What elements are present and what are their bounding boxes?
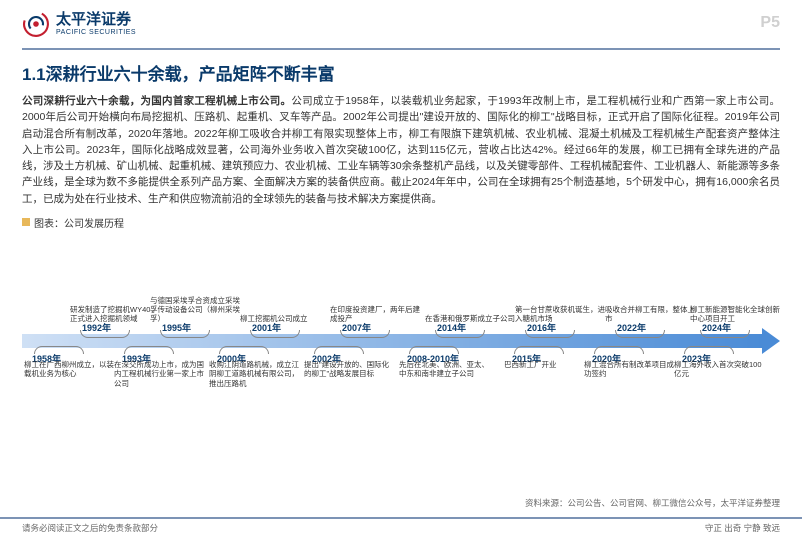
- logo-text-en: PACIFIC SECURITIES: [56, 29, 136, 36]
- timeline-item-top: 柳工挖掘机公司成立: [240, 314, 332, 323]
- timeline-item-bottom: 提出"建设开放的、国际化的柳工"战略发展目标: [304, 360, 396, 379]
- page-number: P5: [760, 14, 780, 32]
- logo: 太平洋证券 PACIFIC SECURITIES: [22, 10, 136, 38]
- chart-title-row: 图表：公司发展历程: [22, 215, 780, 230]
- timeline-item-bottom: 柳工在广西柳州成立，以装载机业务为核心: [24, 360, 116, 379]
- header-divider: [22, 48, 780, 50]
- timeline-item-top: 研发制造了挖掘机WY40，正式进入挖掘机领域: [70, 305, 162, 324]
- timeline-item-top: 在印度投资建厂，两年后建成投产: [330, 305, 422, 324]
- section-title: 1.1深耕行业六十余载，产品矩阵不断丰富: [22, 60, 780, 85]
- chart-title-label: 图表：公司发展历程: [34, 215, 124, 230]
- body-main: 公司成立于1958年，以装载机业务起家，于1993年改制上市，是工程机械行业和广…: [22, 95, 780, 205]
- company-logo-icon: [22, 10, 50, 38]
- logo-text-cn: 太平洋证券: [56, 12, 136, 27]
- timeline-item-top: 与德国采埃孚合资成立采埃孚传动设备公司（柳州采埃孚）: [150, 296, 242, 324]
- bullet-icon: [22, 218, 30, 226]
- timeline-item-top: 第一台甘蔗收获机诞生，进入糖机市场: [515, 305, 607, 324]
- timeline-item-bottom: 在深交所成功上市，成为国内工程机械行业第一家上市公司: [114, 360, 206, 388]
- page-footer: 请务必阅读正文之后的免责条款部分 守正 出奇 宁静 致远: [0, 517, 802, 537]
- footer-left: 请务必阅读正文之后的免责条款部分: [22, 522, 158, 534]
- timeline-item-bottom: 柳工混合所有制改革项目成功签约: [584, 360, 676, 379]
- timeline-item-top: 柳工新能源智能化全球创新中心项目开工: [690, 305, 782, 324]
- timeline-item-top: 在香港和俄罗斯成立子公司: [425, 314, 517, 323]
- timeline-item-top: 吸收合并柳工有限，整体上市: [605, 305, 697, 324]
- body-lead: 公司深耕行业六十余载，为国内首家工程机械上市公司。: [22, 95, 291, 107]
- timeline-item-bottom: 先后在北美、欧洲、亚太、中东和南非建立子公司: [399, 360, 491, 379]
- timeline-item-bottom: 巴西新工厂开业: [504, 360, 596, 369]
- footer-right: 守正 出奇 宁静 致远: [705, 522, 780, 534]
- chart-source: 资料来源：公司公告、公司官网、柳工微信公众号，太平洋证券整理: [525, 497, 780, 509]
- timeline-item-bottom: 柳工海外收入首次突破100亿元: [674, 360, 766, 379]
- body-paragraph: 公司深耕行业六十余载，为国内首家工程机械上市公司。公司成立于1958年，以装载机…: [22, 93, 780, 207]
- page-header: 太平洋证券 PACIFIC SECURITIES P5: [0, 0, 802, 48]
- timeline-chart: 1992年研发制造了挖掘机WY40，正式进入挖掘机领域1995年与德国采埃孚合资…: [22, 234, 780, 444]
- timeline-item-bottom: 收购江阴道路机械，成立江阴柳工道路机械有限公司，推出压路机: [209, 360, 301, 388]
